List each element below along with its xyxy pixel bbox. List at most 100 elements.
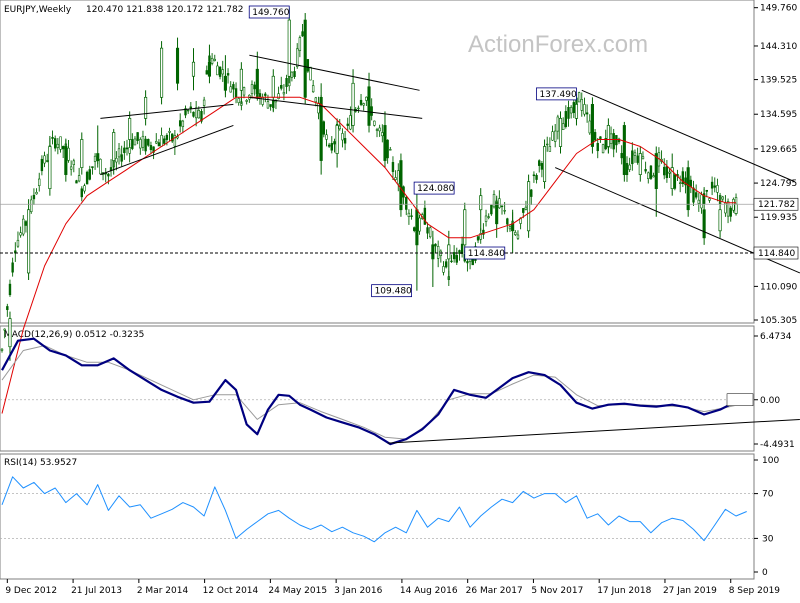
- price-bar-body: [349, 115, 352, 130]
- price-bar-body: [325, 134, 328, 140]
- price-bar-body: [35, 191, 38, 195]
- price-candle-body: [431, 244, 435, 260]
- price-bar-body: [333, 141, 336, 145]
- price-bar-body: [726, 201, 730, 217]
- price-bar-body: [362, 103, 365, 106]
- price-bar-body: [625, 163, 629, 176]
- trendline-wedge-upper-2013: [100, 103, 234, 119]
- sma-line: [1, 96, 736, 414]
- price-bar-body: [535, 175, 538, 180]
- price-candle-body: [415, 209, 419, 246]
- price-y-tick-label: 134.595: [760, 110, 797, 120]
- price-bar-body: [136, 132, 139, 141]
- price-candle-body: [622, 125, 626, 175]
- price-bar-body: [72, 160, 76, 165]
- price-bar-body: [561, 123, 565, 130]
- last-price-box: [753, 197, 799, 211]
- price-candle-body: [207, 61, 211, 77]
- price-bar-body: [551, 131, 554, 141]
- price-bar-body: [314, 97, 318, 103]
- price-candle-body: [718, 209, 722, 232]
- price-bar-body: [508, 226, 512, 230]
- price-candle-body: [351, 82, 355, 126]
- price-candle-body: [463, 209, 467, 246]
- price-bar-body: [407, 212, 411, 217]
- price-bar-body: [428, 227, 432, 238]
- price-bar-body: [426, 227, 429, 234]
- price-bar-body: [553, 130, 557, 142]
- price-candle-body: [48, 146, 52, 190]
- x-tick-label: 5 Nov 2017: [531, 586, 583, 596]
- price-bar-body: [218, 66, 222, 77]
- price-bar-body: [492, 193, 496, 208]
- price-bar-body: [410, 215, 413, 217]
- price-bar-body: [226, 73, 230, 76]
- price-candle-body: [319, 96, 323, 161]
- price-bar-body: [644, 169, 647, 172]
- price-bar-body: [282, 92, 286, 95]
- price-bar-body: [322, 121, 326, 135]
- trendline-wedge-lower-2013: [100, 124, 234, 176]
- price-bar-body: [51, 137, 54, 139]
- macd-line: [1, 337, 747, 446]
- price-bar-body: [612, 133, 615, 150]
- price-bar-body: [157, 142, 161, 147]
- price-bar-body: [163, 138, 166, 144]
- x-tick-label: 12 Oct 2014: [203, 586, 259, 596]
- price-bar-body: [75, 180, 78, 184]
- price-bar-body: [524, 206, 528, 210]
- price-bar-body: [43, 155, 46, 164]
- price-bar-body: [359, 99, 363, 105]
- price-candle-body: [558, 118, 563, 147]
- price-bar-body: [585, 112, 589, 115]
- price-candle-body: [574, 104, 579, 119]
- price-bar-body: [716, 185, 719, 193]
- price-bar-body: [684, 177, 687, 186]
- price-bar-body: [290, 71, 294, 78]
- last-price-label: 121.782: [758, 200, 795, 210]
- x-tick-label: 17 Jun 2018: [597, 586, 651, 596]
- price-bar-body: [285, 78, 288, 87]
- macd-panel-frame: [0, 325, 755, 452]
- price-candle-body: [128, 118, 132, 140]
- price-bar-body: [647, 172, 650, 180]
- price-bar-body: [53, 138, 57, 149]
- price-bar-body: [482, 229, 485, 235]
- price-bar-body: [394, 177, 397, 180]
- price-panel-frame: [0, 0, 755, 324]
- price-bar-body: [506, 218, 509, 225]
- price-y-tick-label: 144.310: [760, 42, 797, 52]
- price-candle-body: [27, 209, 31, 274]
- rsi-y-tick-label: 100: [762, 456, 779, 466]
- price-bar-body: [171, 133, 174, 142]
- price-bar-body: [381, 132, 384, 137]
- price-bar-body: [245, 100, 248, 102]
- price-bar-body: [250, 84, 254, 95]
- price-bar-body: [266, 101, 270, 109]
- rsi-y-tick-label: 70: [762, 490, 774, 500]
- price-bar-body: [697, 199, 701, 204]
- price-bar-body: [357, 107, 360, 110]
- price-bar-body: [186, 109, 190, 112]
- price-bar-body: [311, 85, 315, 93]
- price-bar-body: [269, 104, 272, 107]
- price-bar-body: [389, 149, 392, 151]
- price-bar-body: [405, 196, 408, 210]
- price-candle-body: [255, 68, 259, 95]
- price-bar-body: [221, 69, 224, 75]
- price-bar-body: [3, 328, 6, 331]
- price-bar-body: [532, 174, 536, 177]
- price-candle-body: [112, 132, 116, 161]
- price-bar-body: [636, 155, 639, 163]
- price-bar-body: [466, 261, 469, 264]
- price-bar-body: [538, 160, 541, 166]
- rsi-line: [1, 476, 747, 543]
- price-bar-body: [229, 86, 232, 93]
- price-bar-body: [22, 218, 25, 235]
- price-bar-body: [168, 130, 171, 133]
- price-bar-body: [546, 143, 549, 146]
- rsi-panel-frame: [0, 453, 755, 580]
- price-candle-body: [96, 153, 100, 161]
- price-bar-body: [83, 185, 86, 192]
